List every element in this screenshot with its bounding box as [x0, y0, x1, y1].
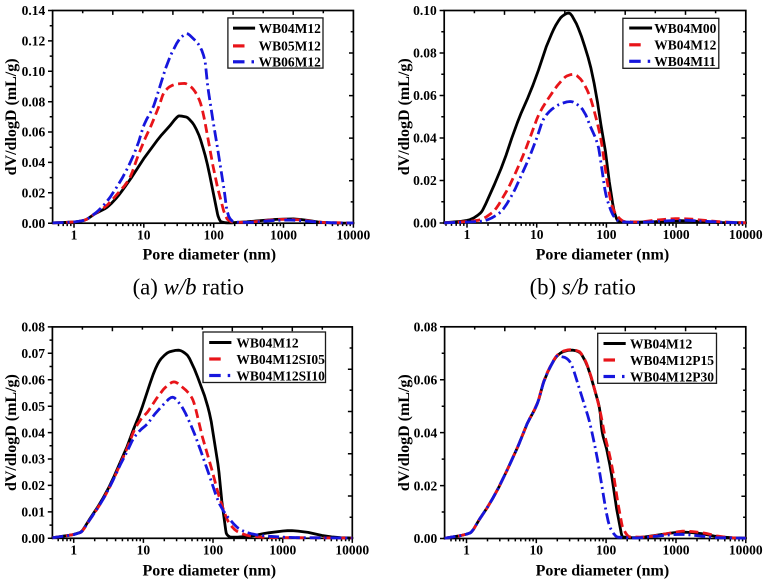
svg-text:1: 1	[71, 227, 78, 242]
svg-text:WB04M11: WB04M11	[654, 54, 716, 69]
svg-text:0.08: 0.08	[414, 320, 438, 335]
svg-text:WB04M12P30: WB04M12P30	[630, 369, 714, 384]
svg-text:WB04M12: WB04M12	[236, 335, 298, 350]
svg-text:Pore diameter (nm): Pore diameter (nm)	[536, 563, 670, 580]
svg-text:WB04M12SI10: WB04M12SI10	[236, 368, 325, 383]
svg-text:0.12: 0.12	[22, 34, 46, 49]
svg-text:0.00: 0.00	[414, 531, 438, 546]
svg-text:1: 1	[463, 543, 470, 558]
svg-text:0.05: 0.05	[21, 399, 45, 414]
svg-text:WB04M12: WB04M12	[654, 38, 716, 53]
svg-text:(b) s/b ratio: (b) s/b ratio	[530, 275, 636, 300]
svg-text:0.00: 0.00	[22, 216, 46, 231]
svg-text:0.06: 0.06	[22, 125, 46, 140]
svg-text:0.02: 0.02	[22, 186, 46, 201]
svg-text:WB04M00: WB04M00	[654, 21, 716, 36]
svg-text:dV/dlogD (mL/g): dV/dlogD (mL/g)	[3, 58, 20, 175]
svg-text:0.14: 0.14	[22, 3, 46, 18]
svg-text:100: 100	[596, 227, 617, 242]
svg-text:0.04: 0.04	[413, 131, 437, 146]
svg-text:1000: 1000	[663, 543, 690, 558]
svg-text:10000: 10000	[729, 227, 763, 242]
svg-text:1000: 1000	[269, 543, 296, 558]
svg-text:WB05M12: WB05M12	[259, 39, 321, 54]
svg-text:0.08: 0.08	[22, 94, 46, 109]
svg-text:10000: 10000	[335, 543, 369, 558]
svg-text:0.08: 0.08	[21, 320, 45, 335]
svg-text:0.04: 0.04	[414, 425, 438, 440]
svg-text:WB04M12: WB04M12	[630, 336, 692, 351]
svg-text:100: 100	[204, 227, 225, 242]
svg-text:0.03: 0.03	[21, 452, 45, 467]
svg-text:1: 1	[70, 543, 77, 558]
svg-text:0.08: 0.08	[413, 46, 437, 61]
svg-text:0.02: 0.02	[414, 478, 438, 493]
svg-text:0.02: 0.02	[413, 173, 437, 188]
svg-text:1000: 1000	[663, 227, 690, 242]
svg-text:WB04M12P15: WB04M12P15	[630, 353, 714, 368]
svg-text:WB04M12: WB04M12	[259, 21, 321, 36]
svg-text:dV/dlogD (mL/g): dV/dlogD (mL/g)	[396, 58, 413, 175]
svg-text:100: 100	[596, 543, 617, 558]
svg-text:(a) w/b ratio: (a) w/b ratio	[133, 275, 244, 300]
svg-text:0.04: 0.04	[22, 155, 46, 170]
svg-text:0.07: 0.07	[21, 346, 45, 361]
svg-text:Pore diameter (nm): Pore diameter (nm)	[536, 247, 670, 264]
svg-text:10: 10	[137, 543, 151, 558]
svg-text:Pore diameter (nm): Pore diameter (nm)	[143, 563, 277, 580]
svg-text:10: 10	[530, 227, 544, 242]
svg-text:0.06: 0.06	[414, 372, 438, 387]
svg-text:0.06: 0.06	[21, 372, 45, 387]
svg-text:10000: 10000	[337, 227, 371, 242]
svg-text:Pore diameter (nm): Pore diameter (nm)	[143, 247, 277, 264]
svg-text:0.01: 0.01	[21, 505, 45, 520]
svg-text:WB06M12: WB06M12	[259, 55, 321, 70]
svg-text:100: 100	[203, 543, 224, 558]
svg-text:10: 10	[137, 227, 151, 242]
svg-text:0.10: 0.10	[413, 3, 437, 18]
svg-text:0.00: 0.00	[413, 216, 437, 231]
svg-text:0.10: 0.10	[22, 64, 46, 79]
svg-text:dV/dlogD (mL/g): dV/dlogD (mL/g)	[3, 374, 20, 491]
svg-text:0.02: 0.02	[21, 478, 45, 493]
svg-text:0.06: 0.06	[413, 88, 437, 103]
svg-text:1000: 1000	[270, 227, 297, 242]
svg-text:WB04M12SI05: WB04M12SI05	[236, 352, 325, 367]
svg-text:0.04: 0.04	[21, 425, 45, 440]
svg-text:10000: 10000	[729, 543, 763, 558]
svg-text:dV/dlogD (mL/g): dV/dlogD (mL/g)	[396, 374, 413, 491]
svg-text:0.00: 0.00	[21, 531, 45, 546]
svg-text:10: 10	[530, 543, 544, 558]
svg-text:1: 1	[464, 227, 471, 242]
